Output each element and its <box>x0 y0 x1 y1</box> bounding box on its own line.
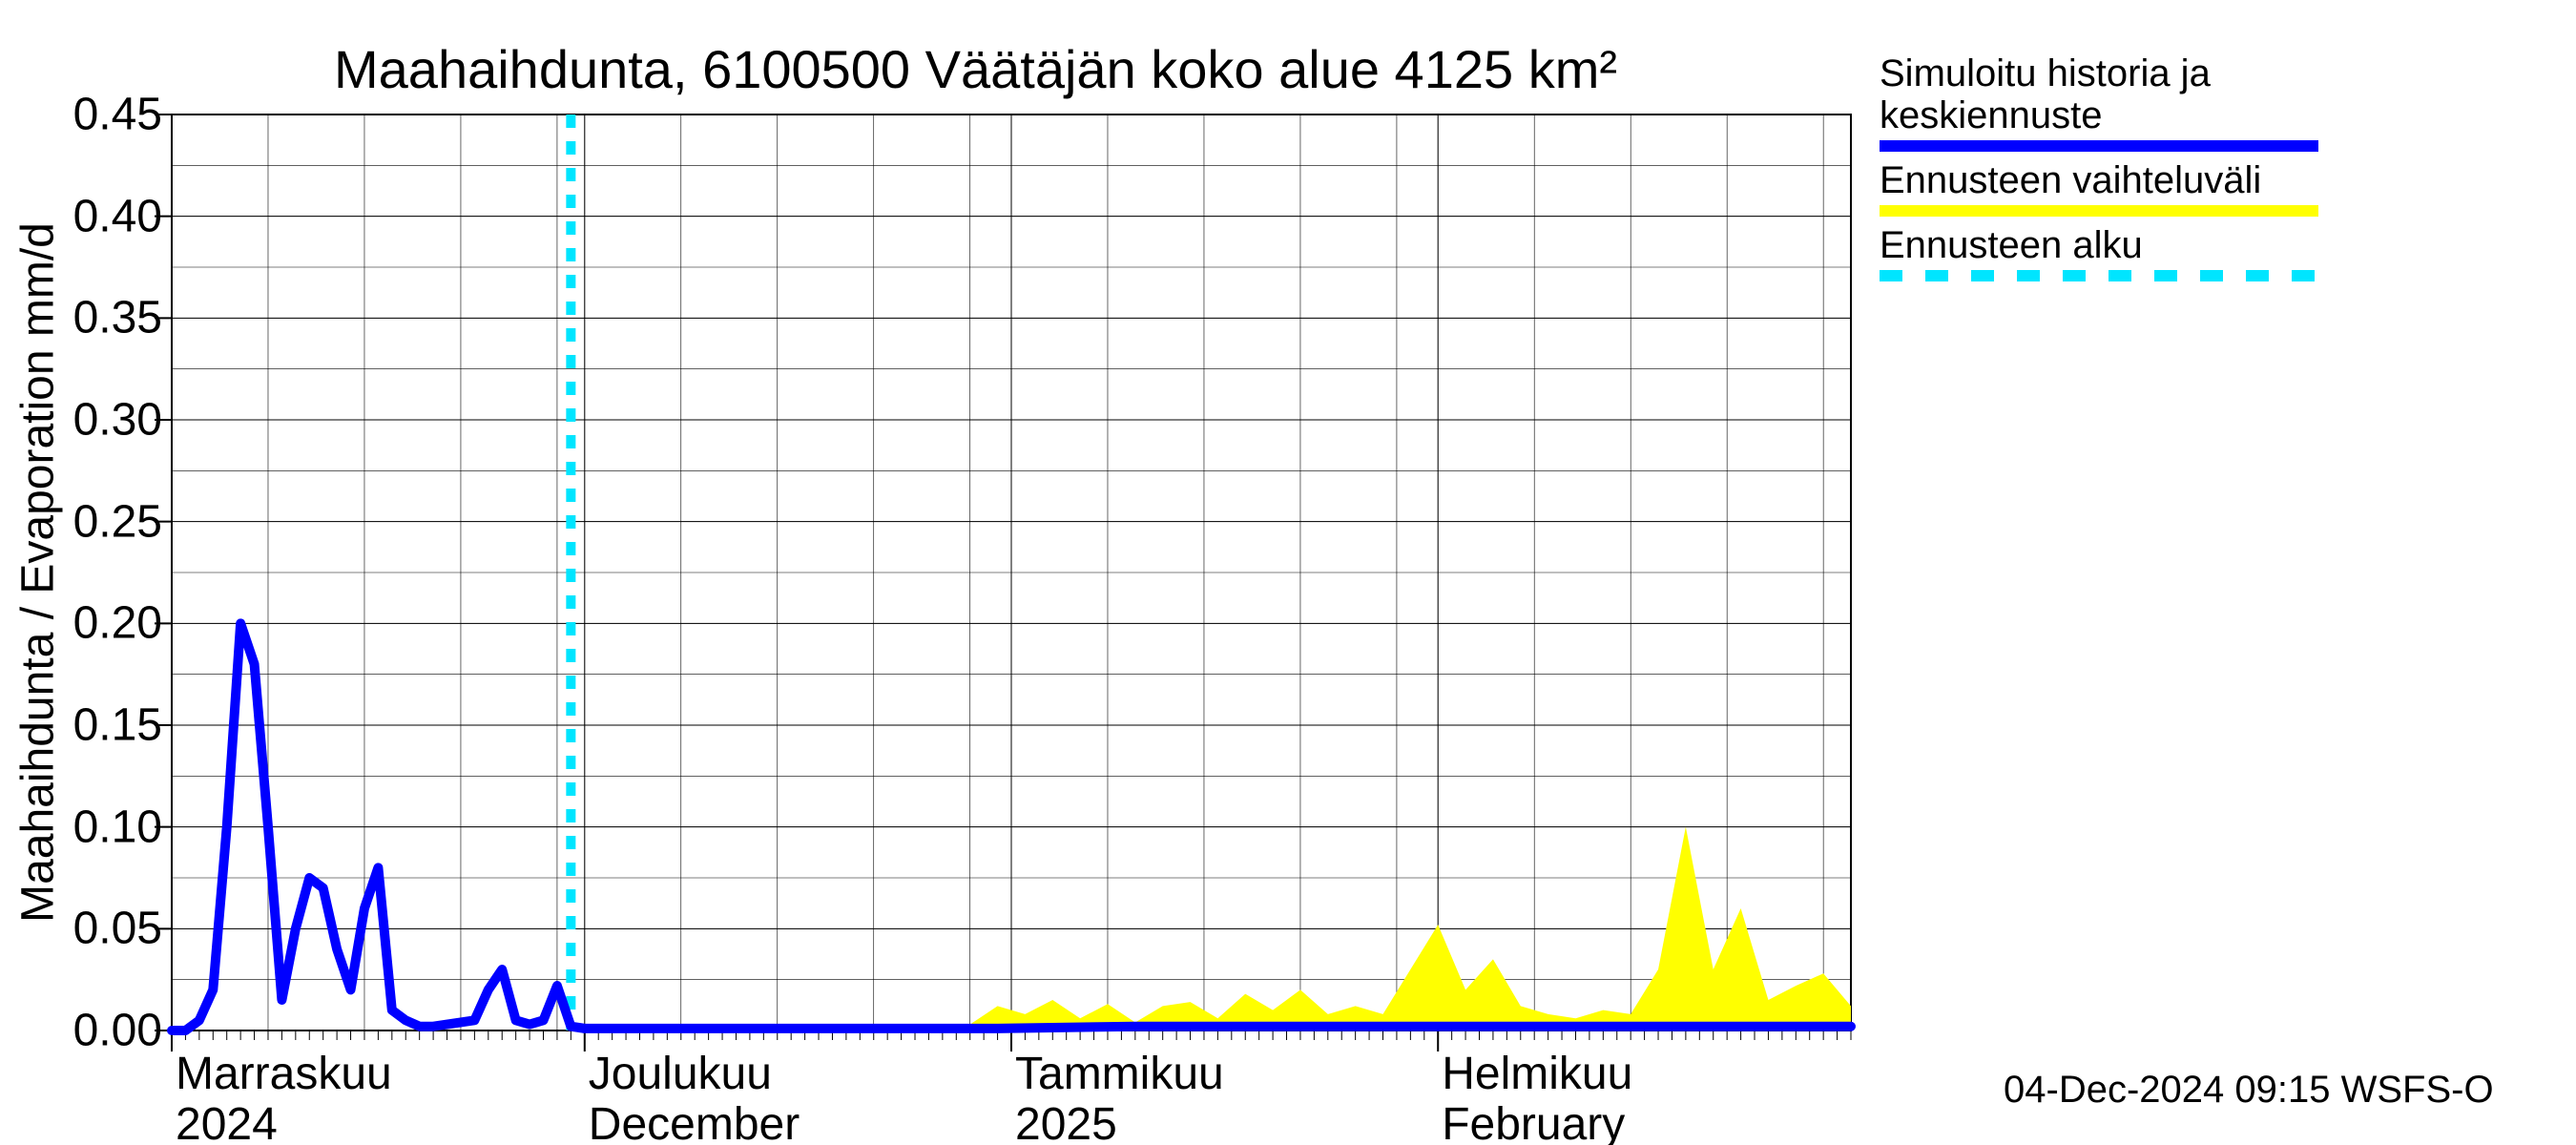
y-tick-label: 0.25 <box>73 495 162 548</box>
x-tick-label: Joulukuu December <box>589 1050 800 1145</box>
legend: Simuloitu historia ja keskiennuste Ennust… <box>1880 52 2547 289</box>
y-tick-label: 0.10 <box>73 801 162 853</box>
legend-text: Ennusteen alku <box>1880 224 2547 266</box>
y-tick-label: 0.05 <box>73 903 162 955</box>
y-tick-label: 0.45 <box>73 89 162 141</box>
legend-entry: Ennusteen vaihteluväli <box>1880 159 2547 217</box>
legend-text: Ennusteen vaihteluväli <box>1880 159 2547 201</box>
legend-entry: Ennusteen alku <box>1880 224 2547 281</box>
y-tick-label: 0.20 <box>73 597 162 650</box>
x-tick-label: Helmikuu February <box>1442 1050 1632 1145</box>
legend-swatch <box>1880 270 2318 281</box>
chart-title: Maahaihdunta, 6100500 Väätäjän koko alue… <box>334 38 1617 100</box>
legend-swatch <box>1880 140 2318 152</box>
y-tick-label: 0.30 <box>73 394 162 447</box>
y-tick-label: 0.40 <box>73 190 162 242</box>
chart-container: Maahaihdunta, 6100500 Väätäjän koko alue… <box>0 0 2576 1145</box>
y-axis-label: Maahaihdunta / Evaporation mm/d <box>12 222 65 923</box>
y-tick-label: 0.00 <box>73 1005 162 1057</box>
y-tick-label: 0.35 <box>73 292 162 344</box>
legend-swatch <box>1880 205 2318 217</box>
legend-text: Simuloitu historia ja keskiennuste <box>1880 52 2547 136</box>
footer-timestamp: 04-Dec-2024 09:15 WSFS-O <box>2004 1069 2494 1112</box>
x-tick-label: Tammikuu 2025 <box>1015 1050 1224 1145</box>
x-tick-label: Marraskuu 2024 <box>176 1050 392 1145</box>
y-tick-label: 0.15 <box>73 699 162 752</box>
legend-entry: Simuloitu historia ja keskiennuste <box>1880 52 2547 152</box>
